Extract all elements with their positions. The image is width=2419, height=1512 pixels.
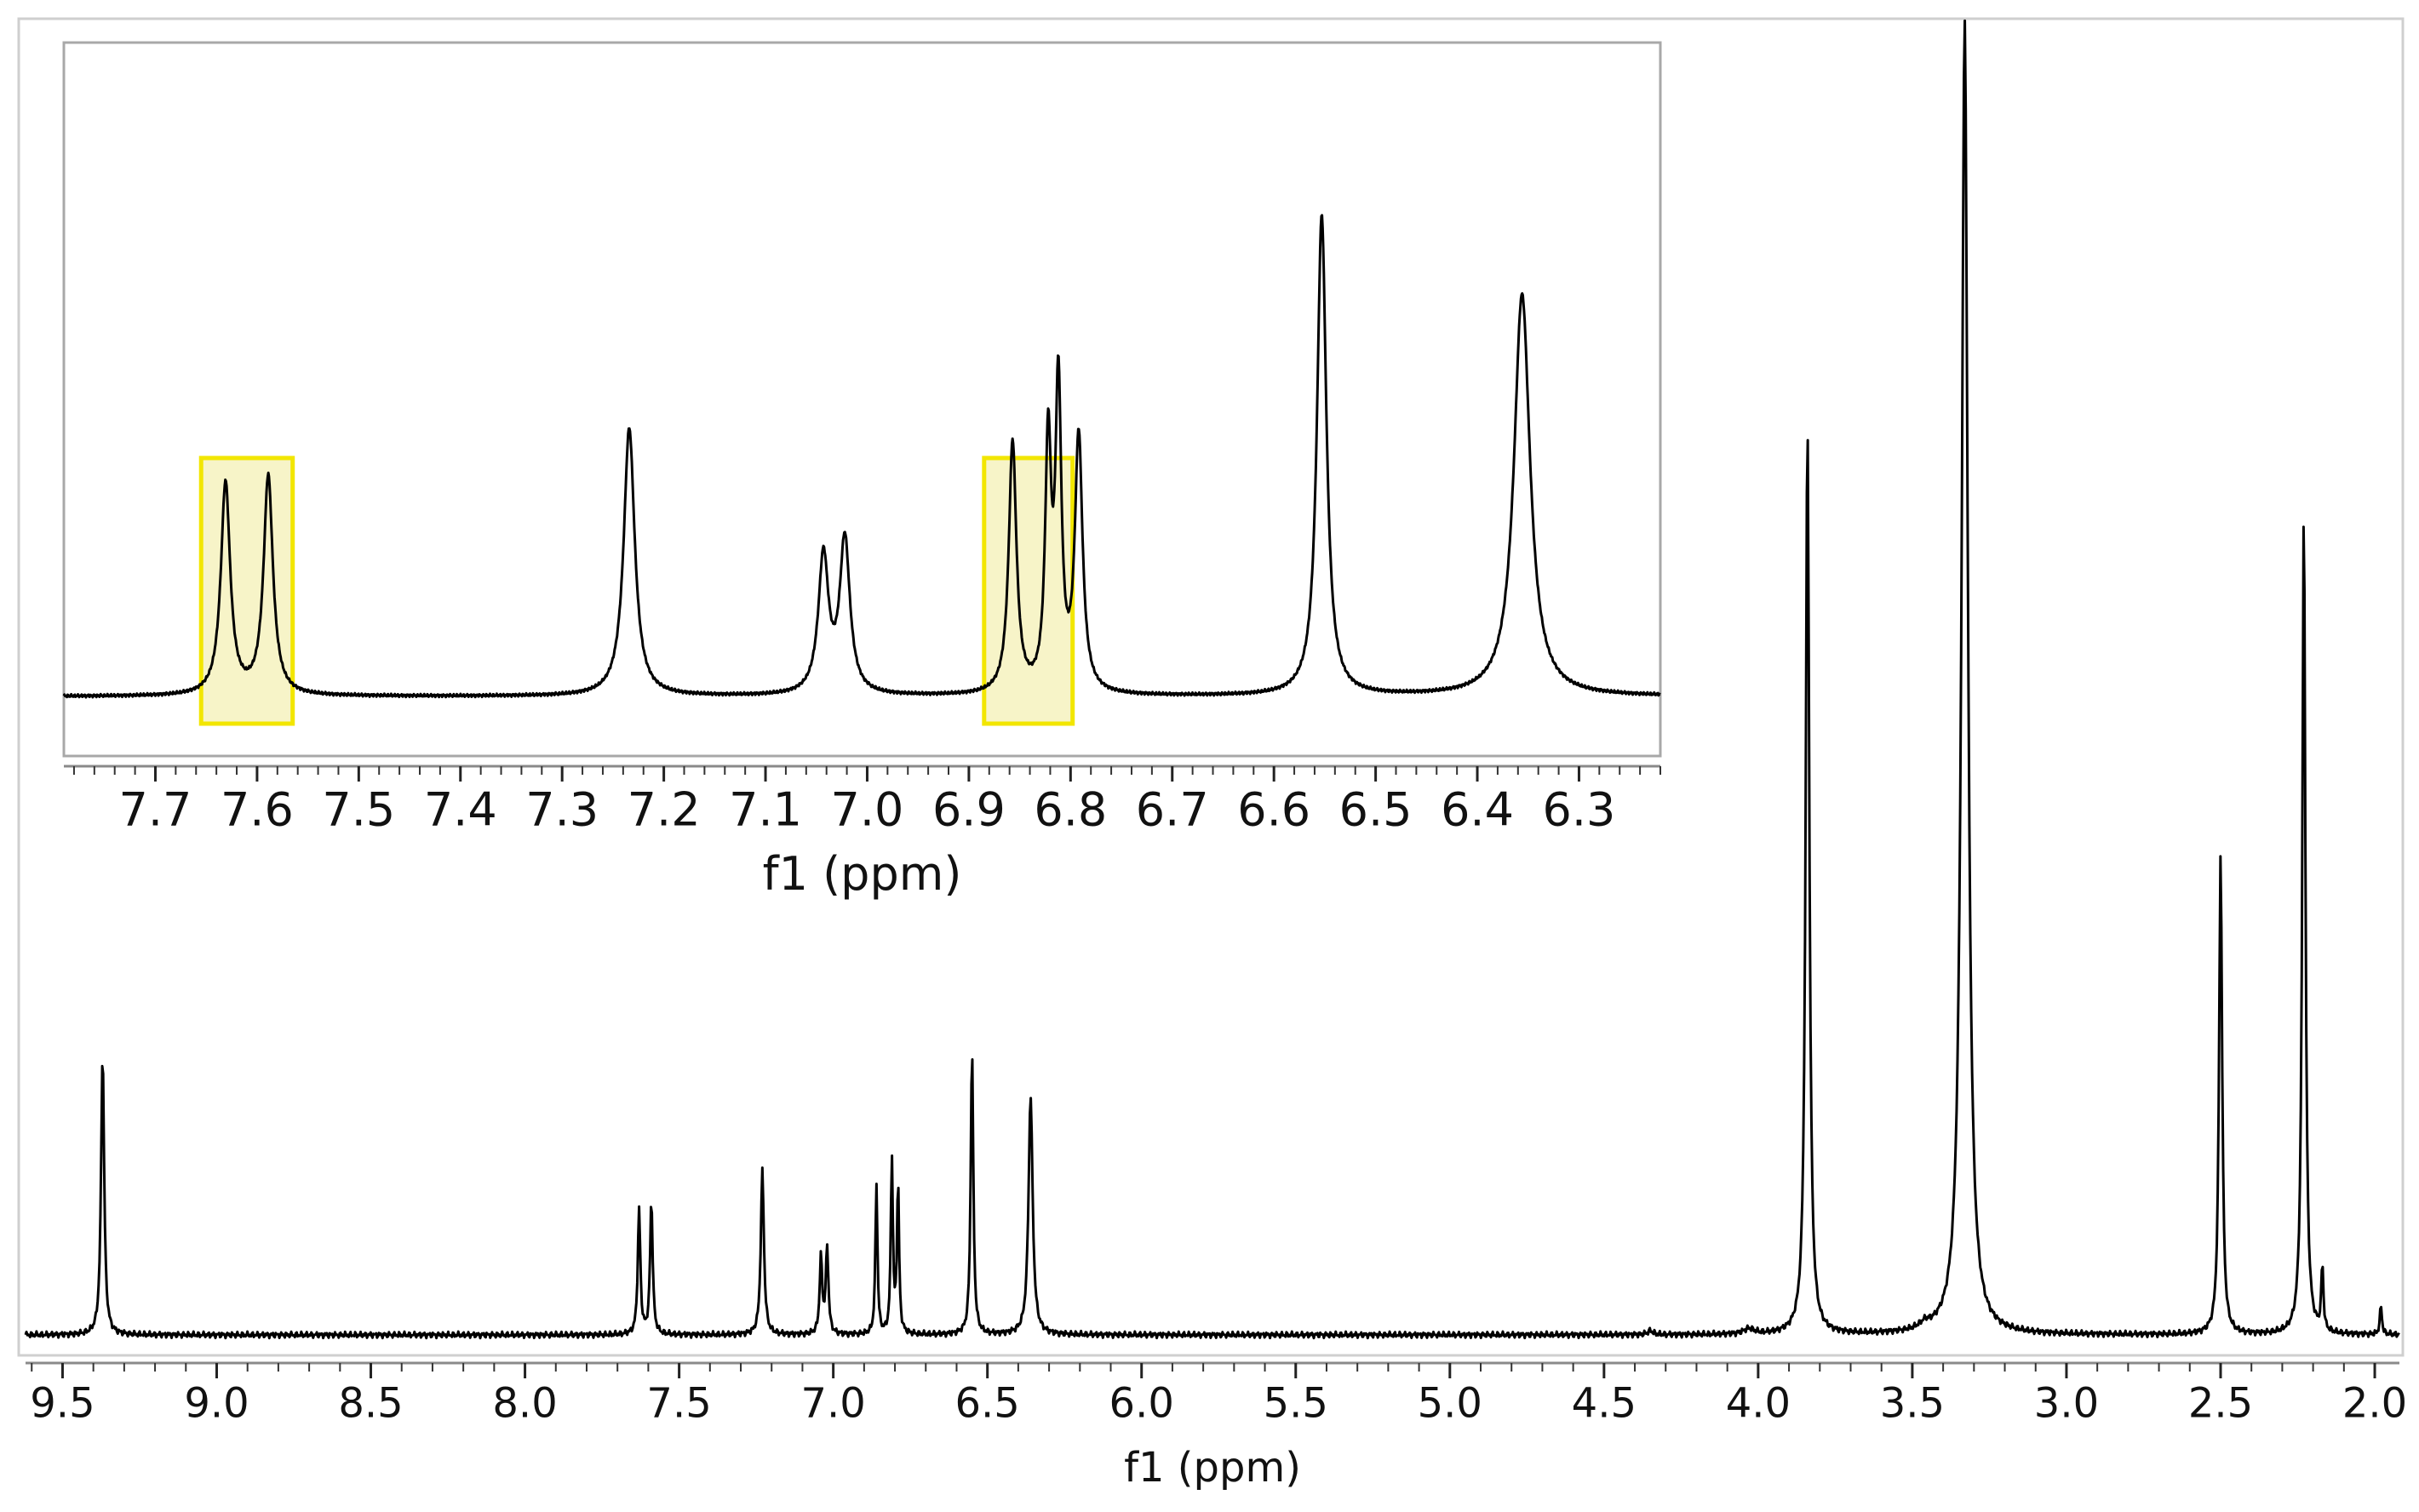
highlight-box-2: [982, 455, 1075, 726]
inset-tick-label: 6.5: [1339, 782, 1413, 836]
main-tick-label: 6.5: [955, 1380, 1020, 1428]
main-tick-label: 9.0: [184, 1380, 249, 1428]
main-x-axis-title: f1 (ppm): [1124, 1444, 1301, 1492]
inset-tick-label: 7.3: [525, 782, 599, 836]
main-spectrum: 9.5 9.0 8.5 8.0 7.5 7.0 6.5 6.0 5.5 5.0 4.5 4.0 3.5 3…: [24, 19, 2407, 1492]
main-tick-label: 2.0: [2342, 1380, 2407, 1428]
main-tick-label: 2.5: [2188, 1380, 2253, 1428]
main-tick-label: 8.0: [492, 1380, 557, 1428]
inset-tick-label: 7.4: [424, 782, 497, 836]
main-tick-label: 5.0: [1418, 1380, 1482, 1428]
inset-tick-label: 6.3: [1543, 782, 1616, 836]
inset-tick-label: 7.7: [119, 782, 192, 836]
inset-tick-label: 7.6: [221, 782, 294, 836]
inset-tick-label: 7.0: [831, 782, 904, 836]
inset-tick-label: 6.6: [1237, 782, 1310, 836]
highlight-box-1: [198, 455, 295, 726]
inset-x-axis-title: f1 (ppm): [763, 847, 962, 901]
main-tick-label: 4.5: [1572, 1380, 1637, 1428]
inset-tick-label: 6.9: [932, 782, 1006, 836]
main-tick-label: 4.0: [1726, 1380, 1791, 1428]
main-tick-label: 5.5: [1264, 1380, 1328, 1428]
inset-spectrum-line: [62, 214, 1661, 699]
inset-tick-label: 6.7: [1136, 782, 1209, 836]
inset-tick-label: 7.5: [322, 782, 395, 836]
main-tick-label: 8.5: [338, 1380, 403, 1428]
main-tick-label: 6.0: [1109, 1380, 1174, 1428]
inset-tick-label: 6.8: [1034, 782, 1107, 836]
main-tick-label: 7.0: [800, 1380, 865, 1428]
main-tick-label: 7.5: [646, 1380, 711, 1428]
inset-spectrum: 7.7 7.6 7.5 7.4 7.3 7.2 7.1 7.0 6.9 6.8 6.7 6.6 6.5 6…: [62, 41, 1662, 901]
inset-tick-label: 7.2: [628, 782, 701, 836]
main-tick-label: 3.5: [1880, 1380, 1945, 1428]
main-spectrum-line: [24, 19, 2400, 1340]
inset-tick-label: 6.4: [1441, 782, 1514, 836]
inset-plot-frame: [62, 41, 1662, 758]
main-tick-label: 3.0: [2034, 1380, 2099, 1428]
main-tick-label: 9.5: [30, 1380, 95, 1428]
inset-tick-label: 7.1: [729, 782, 802, 836]
